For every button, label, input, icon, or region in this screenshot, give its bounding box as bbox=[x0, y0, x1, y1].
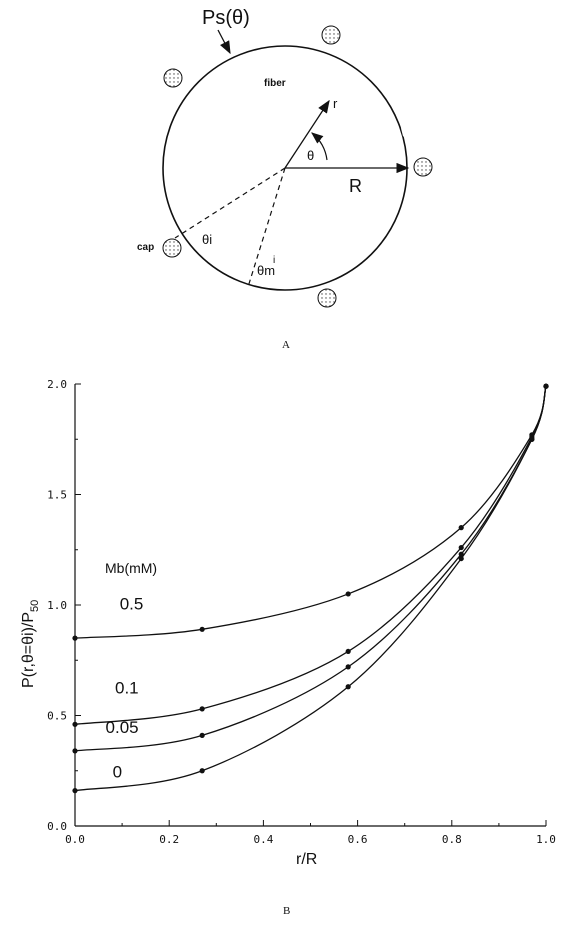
r-label: r bbox=[333, 96, 338, 111]
capillary-icon bbox=[162, 238, 182, 258]
data-point bbox=[458, 544, 464, 551]
data-point bbox=[72, 721, 78, 727]
y-tick-label: 1.0 bbox=[47, 599, 67, 612]
theta-i-label: θi bbox=[202, 232, 212, 247]
data-point bbox=[345, 648, 351, 655]
ps-arrow bbox=[217, 29, 231, 55]
data-point bbox=[345, 591, 351, 597]
series-line bbox=[74, 386, 547, 725]
legend-title: Mb(mM) bbox=[105, 560, 157, 576]
theta-arc-arrow bbox=[311, 132, 328, 161]
circle-gap bbox=[401, 127, 407, 137]
data-point bbox=[345, 684, 351, 690]
theta-m-label: θm bbox=[257, 263, 275, 278]
series-labels: 0.5 0.1 0.05 0 bbox=[106, 594, 144, 781]
data-point bbox=[72, 788, 78, 794]
data-point bbox=[72, 748, 78, 754]
fiber-label: fiber bbox=[264, 78, 286, 89]
y-tick-label: 0.0 bbox=[47, 820, 67, 833]
x-tick-label: 0.0 bbox=[65, 833, 85, 846]
panel-a-diagram: Ps(θ) fiber r R θ cap θi θm i A bbox=[137, 7, 433, 351]
x-tick-label: 0.6 bbox=[348, 833, 368, 846]
data-point bbox=[72, 635, 78, 641]
x-tick-label: 0.4 bbox=[253, 833, 273, 846]
series-label: 0 bbox=[113, 762, 122, 781]
y-tick-label: 2.0 bbox=[47, 378, 67, 391]
theta-m-dashed-line bbox=[247, 167, 286, 288]
capillary-icons bbox=[162, 25, 433, 308]
theta-label: θ bbox=[307, 148, 314, 163]
x-axis-label: r/R bbox=[296, 851, 317, 868]
y-tick-label: 0.5 bbox=[47, 710, 67, 723]
capillary-icon bbox=[163, 68, 183, 88]
r-vector-arrow bbox=[284, 99, 330, 169]
theta-m-superscript: i bbox=[273, 255, 275, 266]
data-point bbox=[199, 626, 205, 632]
data-point bbox=[199, 732, 205, 738]
data-point bbox=[458, 551, 464, 557]
series-label: 0.05 bbox=[106, 718, 139, 737]
series-label: 0.1 bbox=[115, 678, 139, 697]
capillary-icon bbox=[413, 157, 433, 177]
panel-a-label: A bbox=[282, 339, 290, 351]
series-points bbox=[72, 383, 549, 794]
series-line bbox=[74, 386, 547, 792]
data-point bbox=[458, 525, 464, 531]
data-point bbox=[458, 555, 464, 562]
data-point bbox=[199, 768, 205, 774]
series-curves bbox=[74, 386, 547, 792]
data-point bbox=[199, 706, 205, 712]
ps-label: Ps(θ) bbox=[202, 7, 250, 29]
axis-ticks: 0.0 0.2 0.4 0.6 0.8 1.0 0.0 0.5 1.0 1.5 2.0 bbox=[47, 378, 556, 846]
y-axis-label-main: P(r,θ=θi)/P bbox=[20, 612, 37, 688]
capillary-icon bbox=[317, 288, 337, 308]
data-point bbox=[529, 436, 535, 442]
y-tick-label: 1.5 bbox=[47, 489, 67, 502]
R-label: R bbox=[349, 176, 362, 196]
svg-text:P(r,θ=θi)/P50: P(r,θ=θi)/P50 bbox=[20, 600, 41, 688]
x-tick-label: 0.8 bbox=[442, 833, 462, 846]
data-point bbox=[345, 664, 351, 670]
cap-label: cap bbox=[137, 242, 154, 253]
series-line bbox=[74, 386, 547, 639]
panel-b-label: B bbox=[283, 905, 290, 917]
y-axis-label: P(r,θ=θi)/P50 bbox=[20, 600, 41, 688]
x-tick-label: 1.0 bbox=[536, 833, 556, 846]
panel-b-chart: 0.0 0.2 0.4 0.6 0.8 1.0 0.0 0.5 1.0 1.5 2.0 0.5 0.1… bbox=[20, 378, 556, 917]
y-axis-label-sub: 50 bbox=[29, 600, 41, 612]
capillary-icon bbox=[321, 25, 341, 45]
theta-i-dashed-line bbox=[174, 167, 286, 239]
x-tick-label: 0.2 bbox=[159, 833, 179, 846]
data-point bbox=[543, 383, 549, 389]
series-label: 0.5 bbox=[120, 594, 144, 613]
